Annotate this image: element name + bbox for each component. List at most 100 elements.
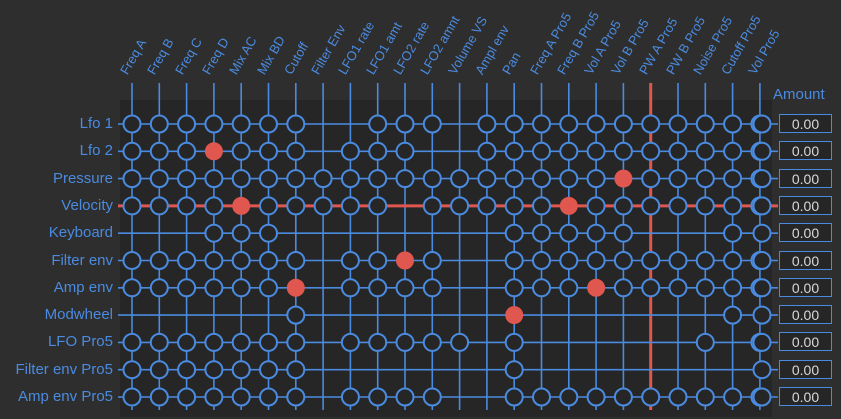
mod-node[interactable] (259, 141, 278, 161)
mod-node[interactable] (204, 196, 224, 216)
mod-node[interactable] (504, 251, 524, 270)
mod-node[interactable] (422, 251, 442, 270)
mod-node[interactable] (395, 114, 415, 134)
mod-node[interactable] (286, 387, 306, 407)
mod-node[interactable] (313, 169, 333, 189)
mod-node[interactable] (286, 141, 306, 161)
mod-node[interactable] (122, 278, 142, 298)
mod-node[interactable] (695, 332, 715, 352)
mod-node[interactable] (259, 278, 278, 298)
mod-node[interactable] (668, 387, 688, 407)
mod-node[interactable] (149, 114, 169, 134)
mod-node[interactable] (340, 169, 360, 189)
mod-node[interactable] (122, 169, 142, 189)
mod-node[interactable] (422, 196, 442, 216)
mod-node[interactable] (504, 223, 524, 243)
mod-node[interactable] (368, 114, 388, 134)
mod-node[interactable] (259, 332, 278, 352)
mod-node[interactable] (532, 114, 551, 134)
mod-node[interactable] (586, 114, 606, 134)
mod-node[interactable] (641, 114, 661, 134)
mod-node[interactable] (149, 387, 169, 407)
mod-node[interactable] (122, 387, 142, 407)
mod-node[interactable] (368, 196, 388, 216)
mod-node[interactable] (532, 223, 551, 243)
mod-node[interactable] (286, 196, 306, 216)
mod-node[interactable] (149, 278, 169, 298)
mod-node[interactable] (613, 141, 633, 161)
mod-node[interactable] (204, 360, 224, 380)
mod-node[interactable] (504, 196, 524, 216)
mod-node[interactable] (149, 360, 169, 380)
mod-node[interactable] (668, 196, 688, 216)
amount-connector[interactable] (752, 360, 772, 380)
mod-node[interactable] (695, 278, 715, 298)
mod-node[interactable] (204, 251, 224, 270)
mod-node[interactable] (504, 387, 524, 407)
mod-node[interactable] (450, 196, 470, 216)
mod-node[interactable] (641, 196, 661, 216)
mod-node[interactable] (259, 387, 278, 407)
mod-node[interactable] (532, 196, 551, 216)
mod-node[interactable] (586, 141, 606, 161)
mod-node[interactable] (177, 169, 197, 189)
amount-connector[interactable] (752, 141, 772, 161)
mod-node[interactable] (122, 114, 142, 134)
mod-node[interactable] (477, 169, 497, 189)
mod-node[interactable] (204, 332, 224, 352)
mod-node[interactable] (395, 332, 415, 352)
mod-node[interactable] (723, 169, 743, 189)
active-mod-node[interactable] (505, 306, 524, 325)
mod-node[interactable] (122, 332, 142, 352)
mod-node[interactable] (231, 114, 251, 134)
mod-node[interactable] (504, 169, 524, 189)
mod-node[interactable] (395, 169, 415, 189)
active-mod-node[interactable] (286, 278, 305, 297)
mod-node[interactable] (395, 141, 415, 161)
mod-node[interactable] (259, 114, 278, 134)
amount-field[interactable]: 0.00 (779, 277, 832, 297)
mod-node[interactable] (641, 251, 661, 270)
mod-node[interactable] (504, 332, 524, 352)
mod-node[interactable] (149, 196, 169, 216)
amount-connector[interactable] (752, 332, 772, 352)
mod-node[interactable] (613, 278, 633, 298)
mod-node[interactable] (259, 360, 278, 380)
mod-node[interactable] (641, 387, 661, 407)
mod-node[interactable] (695, 114, 715, 134)
mod-node[interactable] (368, 387, 388, 407)
mod-node[interactable] (286, 251, 306, 270)
amount-connector[interactable] (752, 387, 772, 407)
amount-connector[interactable] (752, 114, 772, 134)
mod-node[interactable] (668, 251, 688, 270)
mod-node[interactable] (641, 141, 661, 161)
mod-node[interactable] (559, 169, 579, 189)
mod-node[interactable] (286, 114, 306, 134)
mod-node[interactable] (422, 387, 442, 407)
mod-node[interactable] (586, 251, 606, 270)
mod-node[interactable] (204, 387, 224, 407)
mod-node[interactable] (231, 223, 251, 243)
mod-node[interactable] (641, 278, 661, 298)
mod-node[interactable] (231, 169, 251, 189)
mod-node[interactable] (177, 251, 197, 270)
amount-field[interactable]: 0.00 (779, 387, 832, 406)
mod-node[interactable] (340, 251, 360, 270)
mod-node[interactable] (695, 196, 715, 216)
mod-node[interactable] (450, 332, 470, 352)
mod-node[interactable] (695, 141, 715, 161)
mod-node[interactable] (450, 169, 470, 189)
mod-node[interactable] (368, 169, 388, 189)
mod-node[interactable] (204, 278, 224, 298)
mod-node[interactable] (723, 196, 743, 216)
mod-node[interactable] (641, 169, 661, 189)
active-mod-node[interactable] (614, 169, 633, 188)
mod-node[interactable] (586, 223, 606, 243)
mod-node[interactable] (204, 169, 224, 189)
mod-node[interactable] (422, 169, 442, 189)
mod-node[interactable] (422, 114, 442, 134)
mod-node[interactable] (340, 278, 360, 298)
amount-connector[interactable] (752, 169, 772, 189)
mod-node[interactable] (504, 141, 524, 161)
amount-connector[interactable] (752, 223, 772, 243)
